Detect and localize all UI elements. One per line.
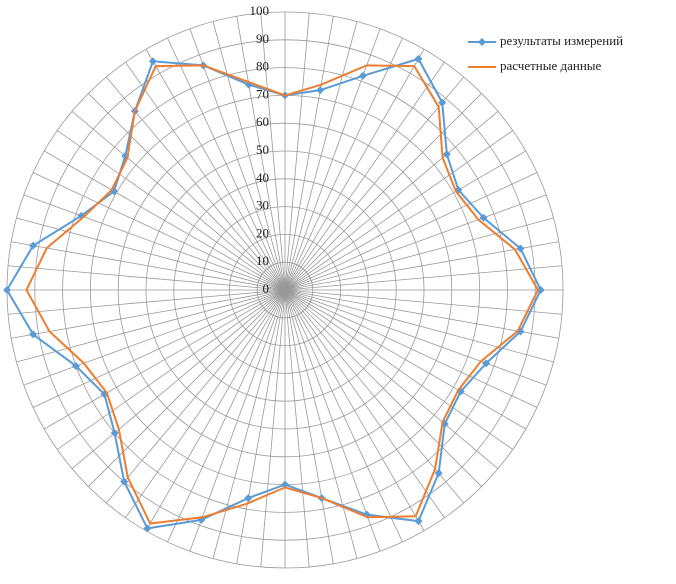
marker (148, 57, 157, 66)
marker (29, 241, 38, 250)
marker (143, 524, 152, 533)
r-tick-label: 10 (256, 253, 269, 268)
r-tick-label: 0 (263, 281, 270, 296)
grid-ring (201, 206, 369, 374)
r-tick-label: 40 (256, 170, 269, 185)
legend-label: результаты измерений (500, 33, 623, 48)
marker (414, 54, 423, 63)
r-tick-label: 100 (250, 3, 270, 18)
grid-ring (62, 67, 508, 513)
marker (482, 359, 491, 368)
marker (516, 244, 525, 253)
marker (536, 286, 545, 294)
marker (434, 469, 443, 478)
grid-ring (117, 122, 453, 458)
legend-marker (478, 38, 486, 46)
marker (442, 150, 451, 159)
marker (438, 98, 447, 107)
grid-ring (34, 39, 536, 541)
marker (3, 286, 11, 294)
series-line (5, 57, 542, 530)
marker (281, 480, 289, 489)
grid-ring (145, 150, 425, 430)
grid-ring (256, 261, 314, 319)
marker (479, 213, 488, 222)
marker (29, 330, 38, 339)
marker (72, 362, 81, 371)
marker (120, 477, 129, 486)
marker (414, 517, 423, 526)
r-tick-label: 30 (256, 198, 269, 213)
marker (244, 494, 253, 503)
r-tick-label: 80 (256, 59, 269, 74)
r-tick-label: 90 (256, 31, 269, 46)
r-tick-label: 60 (256, 114, 269, 129)
legend-label: расчетные данные (500, 58, 602, 73)
r-tick-label: 20 (256, 225, 269, 240)
r-tick-label: 50 (256, 142, 269, 157)
marker (316, 86, 325, 95)
marker (121, 151, 130, 160)
grid-ring (228, 233, 341, 346)
marker (110, 428, 119, 437)
series-line (25, 64, 540, 525)
grid-ring (173, 178, 397, 402)
marker (358, 71, 367, 80)
